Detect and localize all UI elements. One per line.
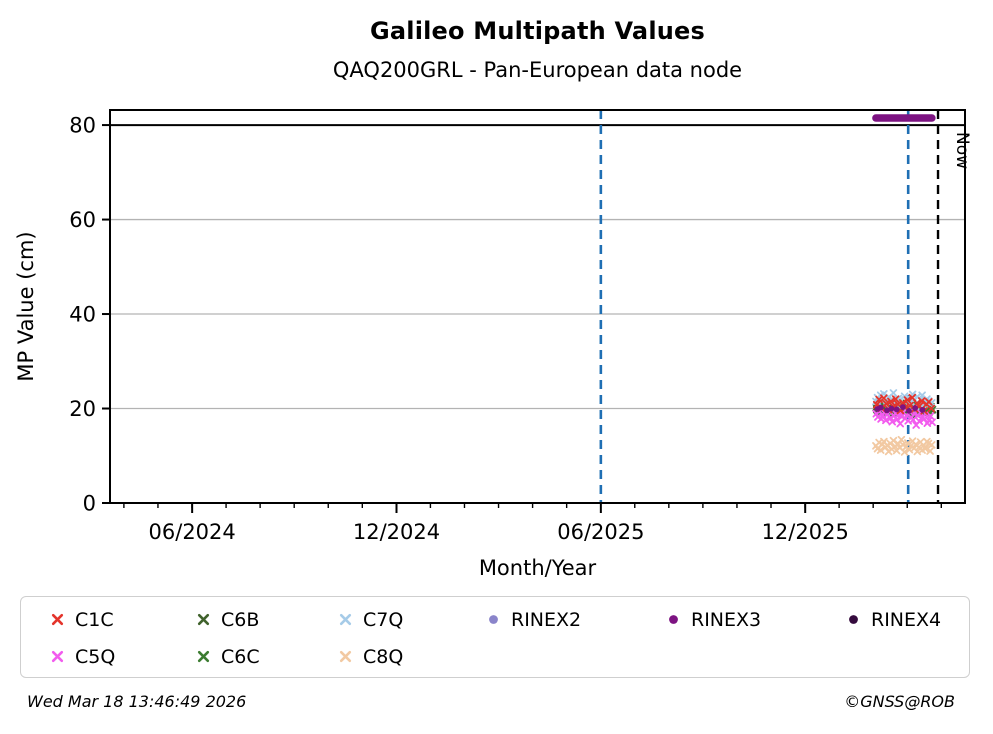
legend-label: C6C (221, 645, 260, 668)
legend-label: C5Q (75, 645, 116, 668)
y-tick-label: 40 (69, 303, 96, 327)
x-axis-label: Month/Year (479, 556, 597, 580)
data-point-c1c (898, 399, 907, 407)
y-tick-label: 80 (69, 114, 96, 138)
x-tick-label: 12/2025 (762, 520, 849, 544)
data-point-c5q (888, 417, 897, 426)
timestamp: Wed Mar 18 13:46:49 2026 (27, 692, 247, 711)
x-tick-label: 06/2024 (149, 520, 236, 544)
legend-label: C7Q (363, 608, 404, 631)
data-point-rinex3 (884, 407, 890, 414)
data-point-c8q (921, 444, 930, 453)
legend-item-c7q: C7Q (339, 609, 487, 631)
credit: ©GNSS@ROB (844, 692, 955, 711)
data-point-rinex3 (912, 405, 919, 411)
x-marker-icon (51, 650, 64, 663)
legend-label: C1C (75, 608, 114, 631)
data-point-c5q (882, 416, 890, 425)
legend-label: RINEX2 (511, 608, 582, 631)
x-marker-icon (339, 613, 352, 626)
data-point-c1c (903, 396, 912, 404)
data-point-c5q (926, 412, 935, 420)
legend-item-c1c: C1C (51, 609, 197, 631)
legend-label: C8Q (363, 645, 404, 668)
circle-marker-icon (489, 615, 498, 624)
legend: C1C C6B C7Q RINEX2 RINEX3 RINEX4 C5Q C6C C8Q (20, 596, 970, 678)
legend-item-c6b: C6B (197, 609, 339, 631)
data-point-rinex3 (893, 406, 900, 413)
y-tick-label: 60 (69, 208, 96, 232)
data-point-c8q (926, 447, 934, 455)
x-tick-label: 12/2024 (353, 520, 440, 544)
legend-item-c8q: C8Q (339, 646, 487, 668)
legend-item-rinex4: RINEX4 (847, 609, 969, 631)
chart-subtitle: QAQ200GRL - Pan-European data node (332, 58, 743, 82)
y-tick-label: 20 (69, 397, 96, 421)
plot-border (109, 109, 966, 504)
data-point-c5q (928, 418, 936, 427)
y-tick-label: 0 (83, 492, 96, 516)
data-point-c1c (927, 404, 936, 413)
x-marker-icon (51, 613, 64, 626)
legend-item-c5q: C5Q (51, 646, 197, 668)
x-marker-icon (339, 650, 352, 663)
data-point-c1c (925, 398, 933, 406)
circle-marker-icon (669, 615, 678, 624)
data-point-rinex3 (877, 404, 884, 411)
data-point-c8q (889, 436, 898, 445)
y-axis-label: MP Value (cm) (14, 231, 38, 381)
circle-marker-icon (849, 615, 858, 624)
data-point-rinex3 (906, 407, 912, 414)
data-point-rinex3 (899, 404, 906, 411)
chart-title: Galileo Multipath Values (369, 17, 705, 45)
data-point-c1c (882, 399, 891, 408)
now-label: Now (952, 132, 972, 169)
legend-label: RINEX3 (691, 608, 762, 631)
data-point-c1c (880, 394, 888, 402)
legend-label: C6B (221, 608, 260, 631)
data-point-c1c (906, 401, 914, 410)
data-point-rinex3 (888, 405, 895, 412)
data-point-c1c (887, 397, 895, 406)
data-point-c8q (876, 446, 885, 454)
data-point-c1c (891, 395, 900, 403)
x-marker-icon (197, 650, 210, 663)
x-marker-icon (197, 613, 210, 626)
legend-item-c6c: C6C (197, 646, 339, 668)
legend-item-rinex3: RINEX3 (667, 609, 847, 631)
legend-item-rinex2: RINEX2 (487, 609, 667, 631)
data-point-c1c (917, 397, 926, 405)
legend-label: RINEX4 (871, 608, 942, 631)
x-tick-label: 06/2025 (557, 520, 644, 544)
data-point-rinex3 (919, 407, 926, 413)
data-point-c8q (927, 441, 936, 449)
